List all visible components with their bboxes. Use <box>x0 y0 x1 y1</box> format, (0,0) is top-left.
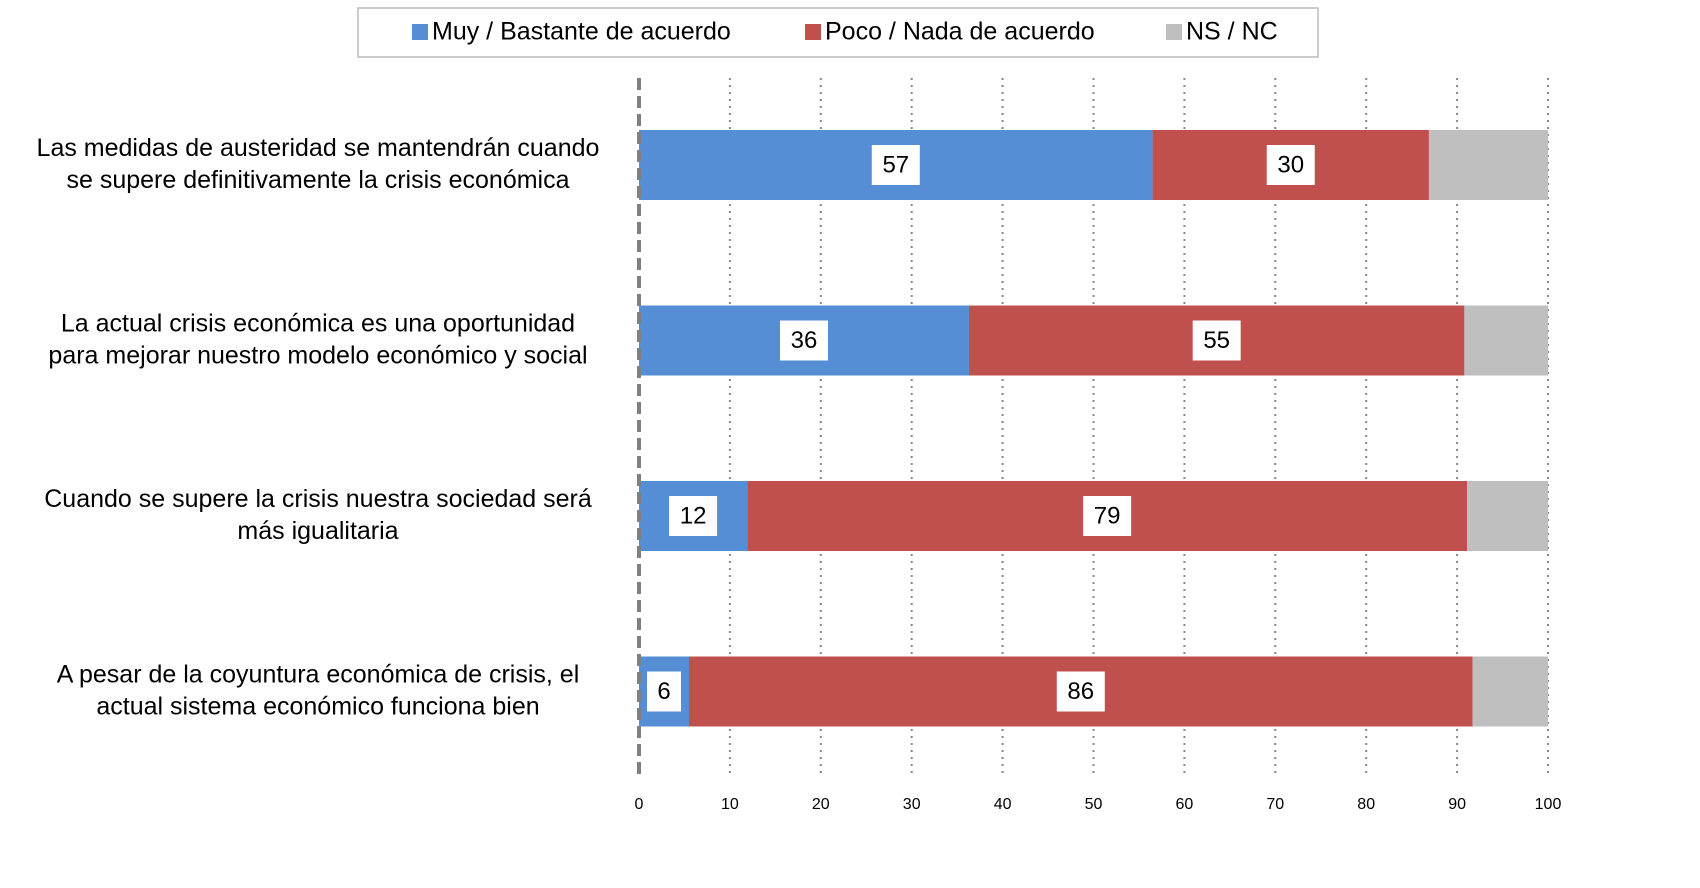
legend-box <box>357 7 1319 58</box>
legend-label: NS / NC <box>1186 18 1278 46</box>
x-tick-label: 20 <box>812 796 830 813</box>
category-line: más igualitaria <box>237 517 398 545</box>
data-label-box <box>1266 145 1315 185</box>
legend-swatch <box>1166 24 1182 40</box>
x-tick-label: 80 <box>1357 796 1375 813</box>
legend-label: Poco / Nada de acuerdo <box>825 18 1095 46</box>
x-tick-label: 10 <box>721 796 739 813</box>
bar-segment <box>1472 656 1548 727</box>
data-label: 55 <box>1203 327 1230 354</box>
x-tick-label: 40 <box>994 796 1012 813</box>
data-label-box <box>1056 671 1105 712</box>
x-tick-label: 90 <box>1448 796 1466 813</box>
category-line: se supere definitivamente la crisis econ… <box>66 166 569 194</box>
category-line: A pesar de la coyuntura económica de cri… <box>57 660 580 688</box>
category-line: actual sistema económico funciona bien <box>96 692 539 720</box>
data-label-box <box>1192 320 1241 361</box>
data-label: 12 <box>680 502 707 529</box>
bar-segment <box>1428 130 1548 200</box>
bar-segment <box>1464 305 1548 376</box>
data-label: 30 <box>1277 151 1304 178</box>
legend-swatch <box>412 24 428 40</box>
data-label-box <box>646 671 681 712</box>
data-label: 86 <box>1067 678 1094 705</box>
x-tick-label: 30 <box>903 796 921 813</box>
x-tick-label: 50 <box>1085 796 1103 813</box>
bar-segment <box>1467 481 1548 551</box>
x-tick-label: 70 <box>1266 796 1284 813</box>
data-label-box <box>779 320 828 361</box>
legend-label: Muy / Bastante de acuerdo <box>432 18 731 46</box>
x-tick-label: 0 <box>635 796 644 813</box>
category-label: La actual crisis económica es una oportu… <box>48 309 587 369</box>
data-label: 57 <box>882 151 909 178</box>
data-label: 36 <box>791 327 818 354</box>
category-label: A pesar de la coyuntura económica de cri… <box>57 660 580 720</box>
category-line: Cuando se supere la crisis nuestra socie… <box>44 485 592 513</box>
data-label: 6 <box>657 678 670 705</box>
category-line: para mejorar nuestro modelo económico y … <box>48 341 587 369</box>
category-line: La actual crisis económica es una oportu… <box>61 309 575 337</box>
data-label-box <box>871 145 920 185</box>
data-label-box <box>1083 496 1132 536</box>
data-label: 79 <box>1094 502 1121 529</box>
category-label: Cuando se supere la crisis nuestra socie… <box>44 485 592 545</box>
data-label-box <box>669 496 718 536</box>
category-label: Las medidas de austeridad se mantendrán … <box>37 134 600 194</box>
category-line: Las medidas de austeridad se mantendrán … <box>37 134 600 162</box>
legend-swatch <box>805 24 821 40</box>
x-tick-label: 60 <box>1176 796 1194 813</box>
x-tick-label: 100 <box>1535 796 1562 813</box>
